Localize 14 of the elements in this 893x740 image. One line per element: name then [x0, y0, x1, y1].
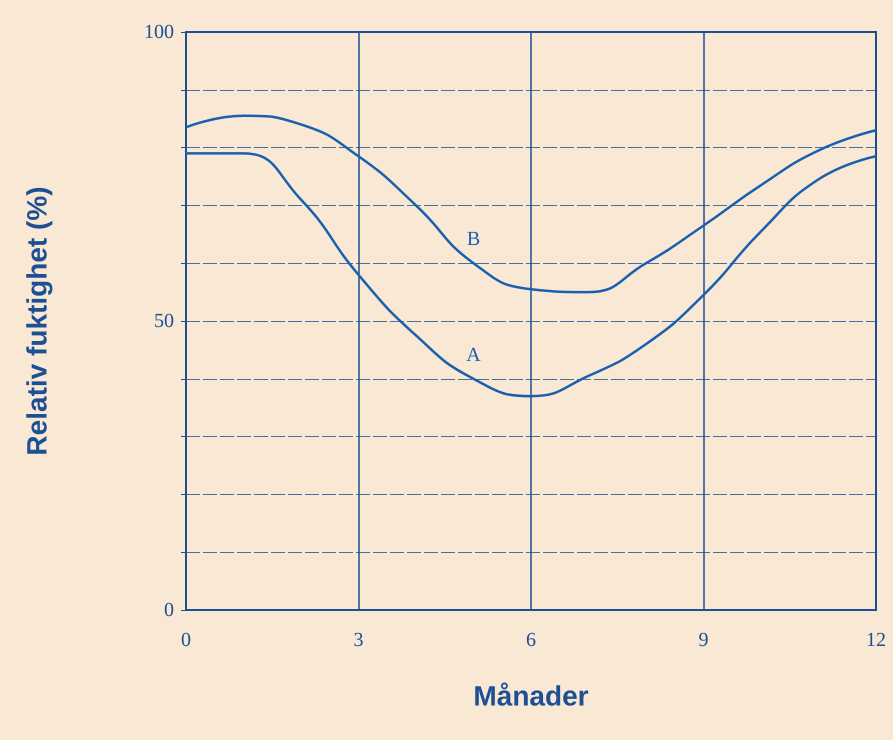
series-label: A: [466, 344, 482, 366]
x-tick-label: 3: [354, 629, 364, 651]
y-tick-label: 100: [144, 21, 174, 43]
x-tick-label: 9: [698, 629, 708, 651]
series-label: B: [466, 228, 480, 250]
x-tick-label: 6: [526, 629, 536, 651]
line-series: [184, 114, 878, 294]
y-tick-label: 50: [154, 310, 174, 332]
x-tick-label: 12: [866, 629, 886, 651]
line-series: [184, 152, 878, 398]
y-axis-title: Relativ fuktighet (%): [22, 186, 52, 456]
y-tick-label: 0: [164, 599, 174, 621]
x-tick-label: 0: [181, 629, 191, 651]
x-axis-title: Månader: [473, 680, 589, 712]
